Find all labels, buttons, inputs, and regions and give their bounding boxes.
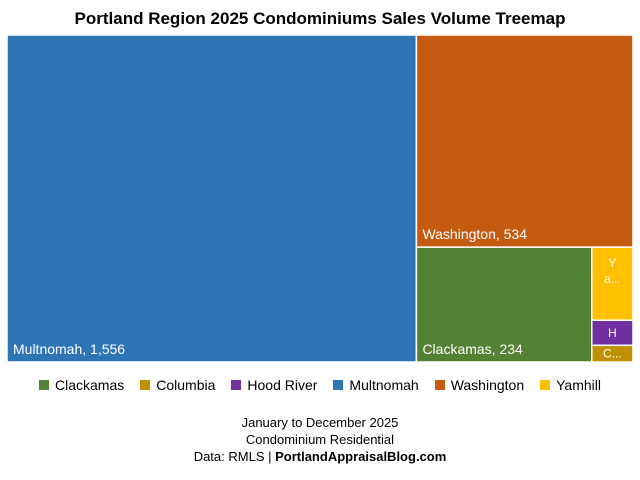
treemap-label-columbia: C... [603, 347, 622, 361]
legend-item-yamhill: Yamhill [540, 377, 601, 393]
footer-date-range: January to December 2025 [241, 415, 399, 430]
treemap-label-multnomah: Multnomah, 1,556 [13, 341, 125, 357]
treemap-tile-columbia [591, 344, 634, 363]
legend-swatch-washington [434, 380, 445, 390]
treemap-label-clackamas: Clackamas, 234 [422, 341, 523, 357]
legend-item-columbia: Columbia [140, 377, 215, 393]
footer-property-type: Condominium Residential [245, 432, 395, 447]
chart-legend: Clackamas Columbia Hood River Multnomah Wash… [0, 377, 640, 393]
treemap-label-hood-river: H [608, 326, 617, 340]
legend-label-clackamas: Clackamas [55, 377, 125, 393]
legend-swatch-hood-river [231, 380, 242, 390]
chart-title: Portland Region 2025 Condominiums Sales … [74, 9, 566, 28]
legend-swatch-multnomah [333, 380, 344, 390]
footer-source-prefix: Data: RMLS | [193, 449, 276, 464]
legend-item-washington: Washington [434, 377, 525, 393]
legend-item-clackamas: Clackamas [39, 377, 124, 393]
legend-swatch-yamhill [540, 380, 551, 390]
treemap-tile-washington [415, 34, 634, 248]
legend-swatch-columbia [140, 380, 151, 390]
legend-item-hood-river: Hood River [231, 377, 317, 393]
legend-label-yamhill: Yamhill [556, 377, 601, 393]
treemap-tile-multnomah [6, 34, 418, 363]
legend-swatch-clackamas [39, 380, 49, 390]
legend-item-multnomah: Multnomah [333, 377, 419, 393]
footer-source: Data: RMLS | PortlandAppraisalBlog.com [0, 448, 640, 465]
chart-footer: January to December 2025 Condominium Res… [0, 414, 640, 465]
legend-label-multnomah: Multnomah [349, 377, 419, 393]
legend-label-washington: Washington [450, 377, 525, 393]
legend-label-columbia: Columbia [156, 377, 216, 393]
legend-label-hood-river: Hood River [247, 377, 318, 393]
treemap-label-washington: Washington, 534 [422, 226, 527, 242]
footer-site: PortlandAppraisalBlog.com [275, 449, 447, 464]
